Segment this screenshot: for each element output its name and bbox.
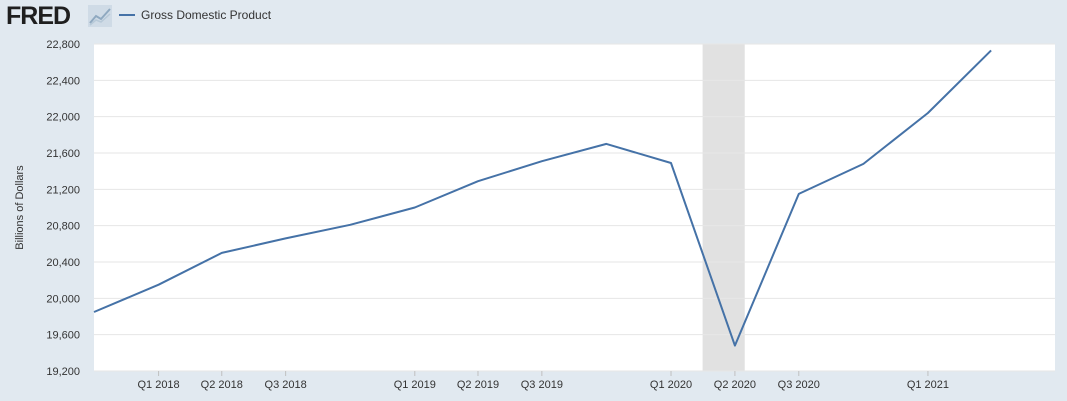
- y-tick-label: 20,000: [46, 293, 80, 305]
- x-tick-label: Q3 2020: [778, 379, 820, 391]
- y-tick-label: 21,600: [46, 148, 80, 160]
- x-tick-label: Q1 2019: [394, 379, 436, 391]
- data-point[interactable]: [155, 281, 163, 289]
- plot-area: [94, 44, 1055, 371]
- data-point[interactable]: [282, 234, 290, 242]
- y-axis-title: Billions of Dollars: [14, 165, 26, 250]
- legend[interactable]: Gross Domestic Product: [119, 8, 271, 22]
- data-point[interactable]: [538, 157, 546, 165]
- data-point[interactable]: [90, 308, 98, 316]
- data-point[interactable]: [346, 221, 354, 229]
- series-line-gdp[interactable]: [93, 49, 992, 347]
- data-point[interactable]: [859, 160, 867, 168]
- data-point[interactable]: [795, 190, 803, 198]
- data-point[interactable]: [218, 249, 226, 257]
- y-tick-label: 19,200: [46, 366, 80, 378]
- recession-band: [702, 44, 745, 371]
- legend-line-swatch: [119, 14, 135, 16]
- data-point[interactable]: [602, 140, 610, 148]
- x-tick-label: Q1 2018: [137, 379, 179, 391]
- x-tick-label: Q1 2020: [650, 379, 692, 391]
- data-point[interactable]: [924, 109, 932, 117]
- chart-header: FRED Gross Domestic Product: [0, 0, 1067, 34]
- x-axis-ticks: Q1 2018 Q2 2018 Q3 2018 Q1 2019 Q2 2019 Q3 20…: [137, 371, 949, 391]
- x-tick-label: Q3 2019: [521, 379, 563, 391]
- fred-logo[interactable]: FRED: [6, 2, 71, 30]
- y-tick-label: 21,200: [46, 184, 80, 196]
- y-tick-label: 22,000: [46, 112, 80, 124]
- y-tick-label: 19,600: [46, 330, 80, 342]
- y-tick-label: 20,800: [46, 221, 80, 233]
- y-tick-label: 22,400: [46, 75, 80, 87]
- data-point[interactable]: [731, 342, 739, 350]
- data-point[interactable]: [474, 177, 482, 185]
- x-tick-label: Q3 2018: [265, 379, 307, 391]
- recession-shading-layer: [702, 44, 745, 371]
- series-layer: [90, 46, 995, 350]
- data-point[interactable]: [667, 159, 675, 167]
- gridlines: [94, 43, 1055, 372]
- x-tick-label: Q2 2020: [714, 379, 756, 391]
- x-tick-label: Q1 2021: [907, 379, 949, 391]
- data-point[interactable]: [411, 204, 419, 212]
- x-tick-label: Q2 2018: [201, 379, 243, 391]
- fred-chart-mark-icon: [88, 5, 112, 27]
- legend-series-label: Gross Domestic Product: [141, 8, 272, 22]
- y-tick-label: 20,400: [46, 257, 80, 269]
- y-axis-ticks: 19,200 19,600 20,000 20,400 20,800 21,200 21,6…: [46, 39, 80, 378]
- x-tick-label: Q2 2019: [457, 379, 499, 391]
- data-point[interactable]: [987, 46, 995, 54]
- y-tick-label: 22,800: [46, 39, 80, 51]
